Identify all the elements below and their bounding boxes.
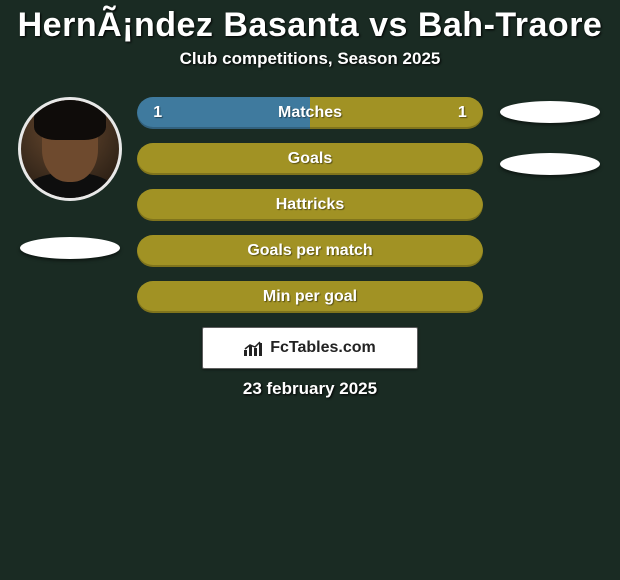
stat-label: Matches — [278, 104, 342, 122]
stat-label: Hattricks — [276, 196, 344, 214]
comparison-area: 1 Matches 1 Goals Hattricks Goals per match Mi… — [10, 97, 610, 313]
footer-date: 23 february 2025 — [10, 379, 610, 399]
player-right-name-pill-2 — [500, 153, 600, 175]
chart-icon — [244, 340, 264, 356]
stat-value-left: 1 — [153, 97, 162, 129]
player-left-avatar — [18, 97, 122, 201]
player-right-column — [493, 97, 608, 175]
stat-bar: Goals — [137, 143, 483, 175]
stat-bar: 1 Matches 1 — [137, 97, 483, 129]
branding-box: FcTables.com — [202, 327, 418, 369]
page-title: HernÃ¡ndez Basanta vs Bah-Traore — [10, 0, 610, 49]
stat-label: Goals — [288, 150, 332, 168]
stat-label: Goals per match — [247, 242, 372, 260]
stat-label: Min per goal — [263, 288, 357, 306]
page-subtitle: Club competitions, Season 2025 — [10, 49, 610, 97]
comparison-bars: 1 Matches 1 Goals Hattricks Goals per match Mi… — [137, 97, 483, 313]
player-left-column — [12, 97, 127, 259]
stat-bar: Min per goal — [137, 281, 483, 313]
stat-value-right: 1 — [458, 97, 467, 129]
player-left-name-pill — [20, 237, 120, 259]
player-right-name-pill-1 — [500, 101, 600, 123]
stat-bar: Hattricks — [137, 189, 483, 221]
stat-bar: Goals per match — [137, 235, 483, 267]
branding-text: FcTables.com — [270, 339, 376, 357]
